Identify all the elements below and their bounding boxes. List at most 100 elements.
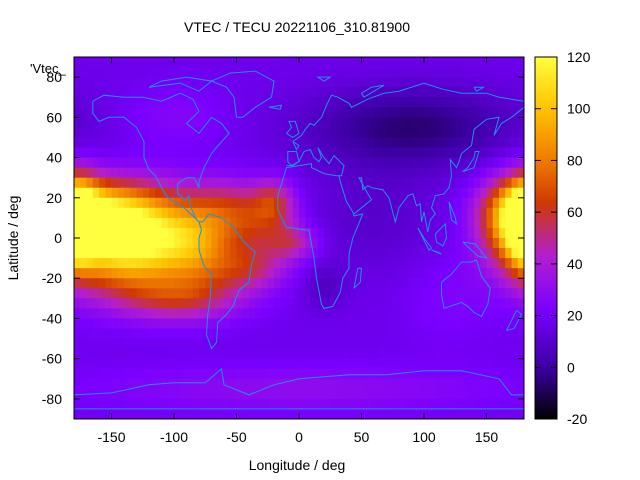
heatmap-cell — [186, 378, 194, 390]
heatmap-cell — [199, 197, 206, 209]
heatmap-cell — [424, 398, 431, 410]
heatmap-cell — [330, 137, 337, 148]
heatmap-cell — [367, 67, 375, 78]
heatmap-cell — [267, 388, 275, 400]
heatmap-cell — [436, 378, 444, 390]
heatmap-cell — [474, 378, 481, 390]
heatmap-cell — [367, 248, 375, 259]
heatmap-cell — [199, 348, 206, 360]
heatmap-cell — [186, 338, 194, 350]
heatmap-cell — [99, 248, 106, 259]
coastline — [361, 84, 385, 98]
heatmap-cell — [124, 167, 131, 179]
heatmap-cell — [92, 157, 100, 169]
heatmap-cell — [74, 97, 81, 108]
heatmap-cell — [455, 97, 462, 108]
heatmap-cell — [286, 348, 294, 360]
heatmap-cell — [136, 348, 144, 360]
heatmap-cell — [474, 137, 481, 148]
heatmap-cell — [517, 57, 524, 68]
heatmap-cell — [511, 97, 519, 108]
heatmap-cell — [499, 137, 506, 148]
heatmap-cell — [517, 248, 524, 259]
heatmap-cell — [267, 207, 275, 219]
heatmap-cell — [442, 338, 450, 350]
heatmap-cell — [242, 77, 250, 88]
heatmap-cell — [255, 127, 262, 138]
heatmap-cell — [99, 77, 106, 88]
heatmap-cell — [517, 278, 524, 289]
heatmap-cell — [374, 187, 381, 199]
heatmap-cell — [205, 77, 212, 88]
heatmap-cell — [224, 167, 231, 179]
heatmap-cell — [142, 217, 150, 229]
heatmap-cell — [174, 177, 181, 189]
heatmap-cell — [292, 348, 300, 360]
heatmap-cell — [317, 238, 325, 249]
heatmap-cell — [230, 67, 237, 78]
heatmap-cell — [461, 378, 469, 390]
heatmap-cell — [286, 408, 294, 419]
heatmap-cell — [199, 408, 206, 419]
heatmap-cell — [280, 67, 287, 78]
heatmap-cell — [467, 87, 475, 98]
heatmap-cell — [355, 388, 362, 400]
heatmap-cell — [380, 298, 387, 309]
heatmap-cell — [399, 137, 406, 148]
coastline — [210, 70, 275, 118]
heatmap-cell — [399, 238, 406, 249]
heatmap-cell — [499, 318, 506, 329]
heatmap-cell — [111, 348, 119, 360]
heatmap-cell — [399, 167, 406, 179]
heatmap-cell — [405, 147, 412, 158]
coastline-outlines — [74, 70, 524, 410]
heatmap-cell — [330, 157, 337, 169]
coastline — [316, 76, 333, 82]
heatmap-cell — [324, 207, 331, 219]
heatmap-cell — [286, 137, 294, 148]
heatmap-cell — [417, 298, 425, 309]
heatmap-cell — [411, 67, 419, 78]
heatmap-cell — [255, 398, 262, 410]
coastline — [462, 151, 480, 173]
heatmap-cell — [361, 147, 369, 158]
heatmap-cell — [299, 328, 306, 339]
heatmap-cell — [517, 338, 524, 350]
heatmap-cell — [117, 238, 125, 249]
heatmap-cell — [274, 278, 281, 289]
heatmap-cell — [305, 97, 312, 108]
heatmap-cell — [249, 197, 256, 209]
heatmap-cell — [324, 308, 331, 319]
heatmap-cell — [380, 157, 387, 169]
heatmap-cell — [86, 67, 94, 78]
heatmap-cell — [299, 207, 306, 219]
heatmap-cell — [274, 107, 281, 118]
heatmap-cell — [142, 67, 150, 78]
heatmap-cell — [405, 157, 412, 169]
heatmap-cell — [299, 127, 306, 138]
heatmap-cell — [261, 167, 269, 179]
heatmap-cell — [186, 187, 194, 199]
heatmap-cell — [330, 117, 337, 128]
heatmap-cell — [249, 238, 256, 249]
heatmap-cell — [186, 398, 194, 410]
heatmap-cell — [324, 177, 331, 189]
heatmap-cell — [411, 288, 419, 299]
heatmap-cell — [192, 408, 200, 419]
heatmap-cell — [80, 177, 87, 189]
heatmap-cell — [386, 258, 394, 269]
heatmap-cell — [74, 227, 81, 239]
heatmap-cell — [442, 167, 450, 179]
y-tick-label: -20 — [42, 270, 62, 286]
heatmap-cell — [392, 388, 400, 400]
heatmap-cell — [511, 107, 519, 118]
heatmap-cell — [499, 328, 506, 339]
heatmap-cell — [467, 338, 475, 350]
heatmap-cell — [230, 348, 237, 360]
heatmap-cell — [405, 288, 412, 299]
heatmap-cell — [86, 157, 94, 169]
heatmap-cell — [336, 338, 344, 350]
heatmap-cell — [242, 107, 250, 118]
heatmap-cell — [455, 217, 462, 229]
heatmap-cell — [480, 278, 487, 289]
